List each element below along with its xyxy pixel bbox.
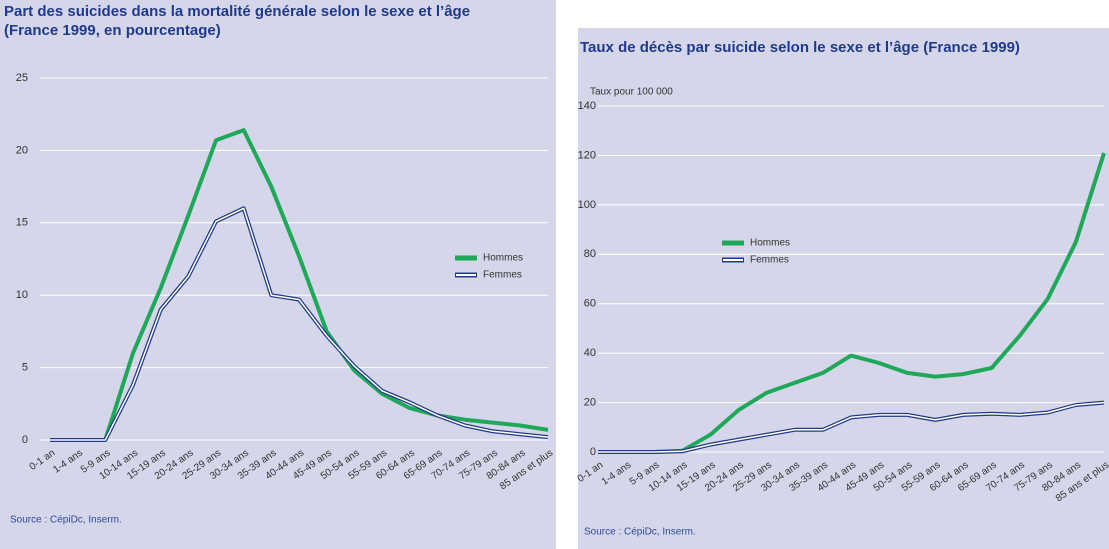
source: Source : CépiDc, Inserm. [584,527,696,538]
panel [578,28,1109,549]
y-tick-label: 25 [16,72,28,84]
legend-label: Femmes [750,255,789,266]
y-tick-label: 15 [16,217,28,229]
legend-label: Hommes [750,238,790,249]
series-line-inner [50,207,549,441]
y-tick-label: 100 [578,199,596,211]
source: Source : CépiDc, Inserm. [10,515,122,526]
legend-label: Femmes [483,270,522,281]
y-axis-label: Taux pour 100 000 [590,87,673,98]
y-tick-label: 120 [578,149,596,161]
y-tick-label: 20 [16,144,28,156]
chart-title: Taux de décès par suicide selon le sexe … [580,39,1020,56]
y-tick-label: 20 [584,396,596,408]
y-tick-label: 0 [22,434,28,446]
legend-label: Hommes [483,253,523,264]
y-tick-label: 60 [584,298,596,310]
y-tick-label: 5 [22,362,28,374]
series-line [50,128,549,442]
chart-title: Part des suicides dans la mortalité géné… [4,3,470,20]
y-tick-label: 0 [590,446,596,458]
chart-title: (France 1999, en pourcentage) [4,22,221,39]
y-tick-label: 40 [584,347,596,359]
y-tick-label: 80 [584,248,596,260]
y-tick-label: 140 [578,100,596,112]
series-line-inner [598,401,1105,453]
y-tick-label: 10 [16,289,28,301]
